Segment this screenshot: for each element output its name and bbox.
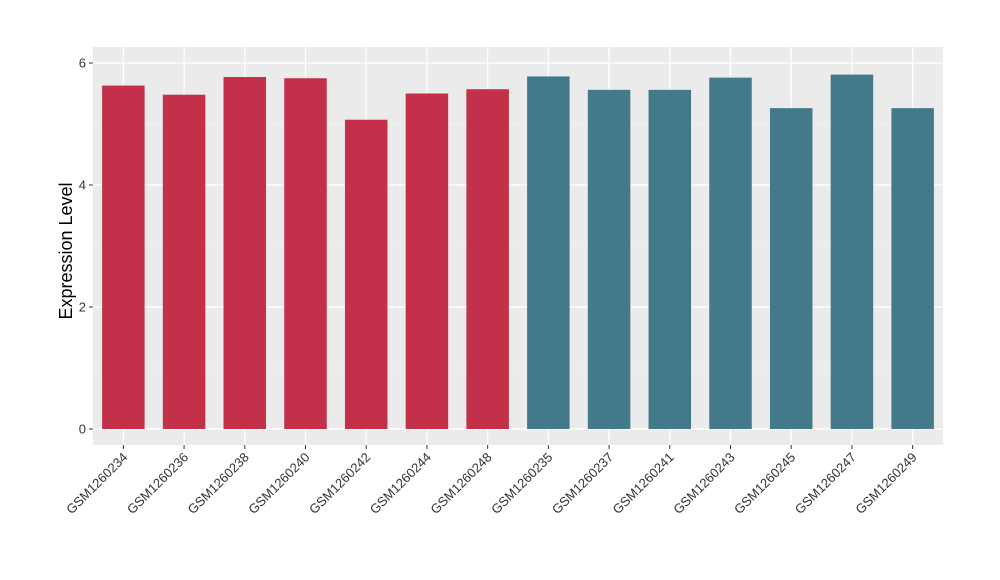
x-tick-label: GSM1260238 [185,450,252,517]
x-tick-label: GSM1260241 [610,450,677,517]
y-tick-label: 0 [79,422,86,437]
x-tick-label: GSM1260237 [549,450,616,517]
bar [891,108,934,429]
x-tick-label: GSM1260242 [306,450,373,517]
bar [102,85,145,429]
y-tick-label: 2 [79,300,86,315]
x-tick-label: GSM1260248 [427,450,494,517]
x-tick-label: GSM1260243 [670,450,737,517]
bar [162,94,206,429]
x-tick-label: GSM1260240 [245,450,312,517]
y-axis-title: Expression Level [56,182,76,319]
bar [830,74,874,429]
bar [648,89,692,429]
x-tick-label: GSM1260235 [488,450,555,517]
x-tick-label: GSM1260245 [731,450,798,517]
bar [405,93,449,429]
x-axis: GSM1260234GSM1260236GSM1260238GSM1260240… [63,445,920,517]
bar [344,119,388,429]
bar [527,76,570,430]
x-tick-label: GSM1260247 [792,450,859,517]
bar [223,77,267,429]
bar [284,78,327,429]
y-tick-label: 6 [79,56,86,71]
bars [102,74,934,430]
y-axis: 0 2 4 6 [79,56,93,437]
x-tick-label: GSM1260244 [367,450,434,517]
bar [709,77,752,429]
bar [466,89,509,429]
x-tick-label: GSM1260236 [124,450,191,517]
y-tick-label: 4 [79,178,86,193]
bar [769,108,813,429]
x-tick-label: GSM1260234 [63,450,130,517]
x-tick-label: GSM1260249 [852,450,919,517]
bar [587,89,631,429]
